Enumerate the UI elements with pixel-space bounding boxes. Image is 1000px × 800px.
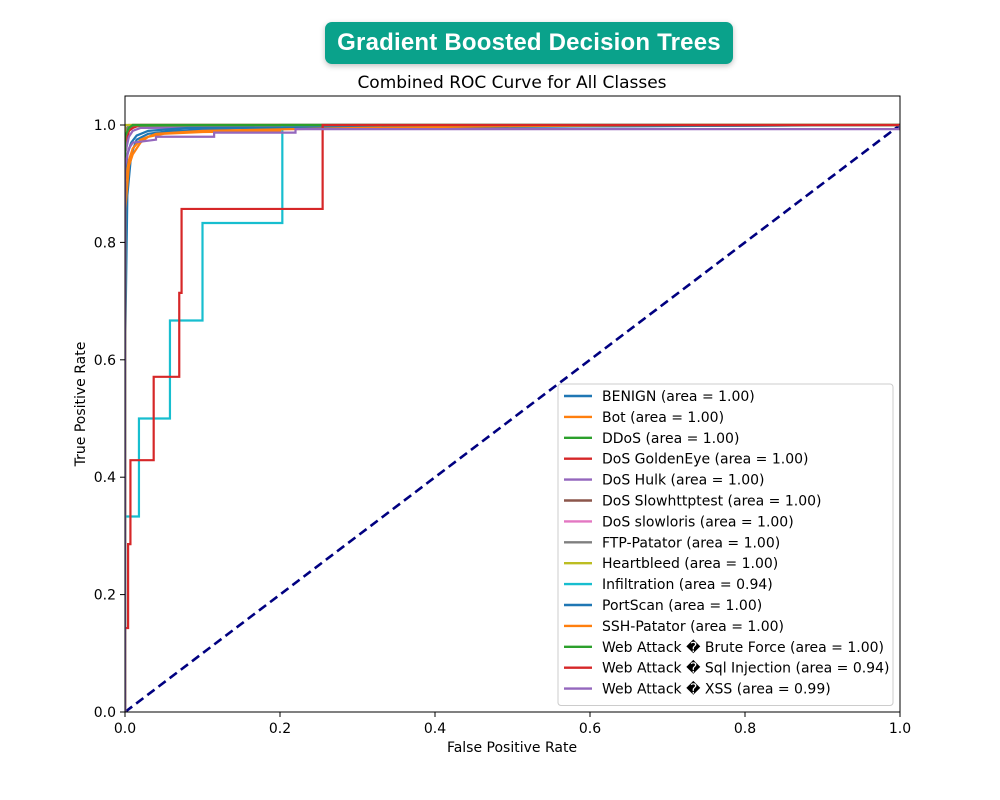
legend-entry-label: DoS Hulk (area = 1.00): [602, 473, 764, 489]
y-tick-label: 0.2: [94, 588, 116, 604]
y-tick-label: 0.0: [94, 705, 116, 721]
legend-entry-label: DDoS (area = 1.00): [602, 431, 739, 447]
legend-entry-label: SSH-Patator (area = 1.00): [602, 619, 784, 635]
x-axis-label: False Positive Rate: [447, 740, 577, 756]
legend-entry-label: Bot (area = 1.00): [602, 410, 724, 426]
legend-entry-label: DoS slowloris (area = 1.00): [602, 514, 794, 530]
y-tick-label: 0.8: [94, 235, 116, 251]
y-tick-label: 0.6: [94, 353, 116, 369]
x-tick-label: 1.0: [889, 721, 911, 737]
reference-diagonal-line: [125, 123, 900, 712]
badge-title: Gradient Boosted Decision Trees: [337, 29, 721, 56]
legend-entry-label: Web Attack � Brute Force (area = 1.00): [602, 639, 884, 656]
roc-series-line-13: [125, 123, 900, 712]
chart-title: Combined ROC Curve for All Classes: [357, 73, 666, 93]
legend-entry-label: FTP-Patator (area = 1.00): [602, 535, 780, 551]
legend-entry-label: BENIGN (area = 1.00): [602, 389, 755, 405]
legend-entry-label: Infiltration (area = 0.94): [602, 577, 773, 593]
x-tick-label: 0.0: [114, 721, 136, 737]
x-tick-label: 0.2: [269, 721, 291, 737]
roc-series-line-9: [125, 123, 900, 712]
roc-series-line-14: [125, 125, 900, 712]
y-tick-label: 0.4: [94, 470, 116, 486]
x-tick-label: 0.4: [424, 721, 446, 737]
legend-entry-label: DoS Slowhttptest (area = 1.00): [602, 494, 822, 510]
legend-entry-label: PortScan (area = 1.00): [602, 598, 762, 614]
title-badge: Gradient Boosted Decision Trees: [325, 22, 733, 64]
legend-box: [557, 383, 894, 706]
legend-entry-label: Web Attack � XSS (area = 0.99): [602, 681, 831, 698]
x-tick-label: 0.6: [579, 721, 601, 737]
x-tick-label: 0.8: [734, 721, 756, 737]
legend-entry-label: DoS GoldenEye (area = 1.00): [602, 452, 809, 468]
y-tick-label: 1.0: [94, 118, 116, 134]
legend-entry-label: Heartbleed (area = 1.00): [602, 556, 778, 572]
legend-entry-label: Web Attack � Sql Injection (area = 0.94): [602, 660, 889, 677]
legend: BENIGN (area = 1.00) Bot (area = 1.00) DDo…: [557, 383, 894, 706]
y-axis-label: True Positive Rate: [73, 342, 89, 468]
plot-frame: [124, 95, 901, 713]
